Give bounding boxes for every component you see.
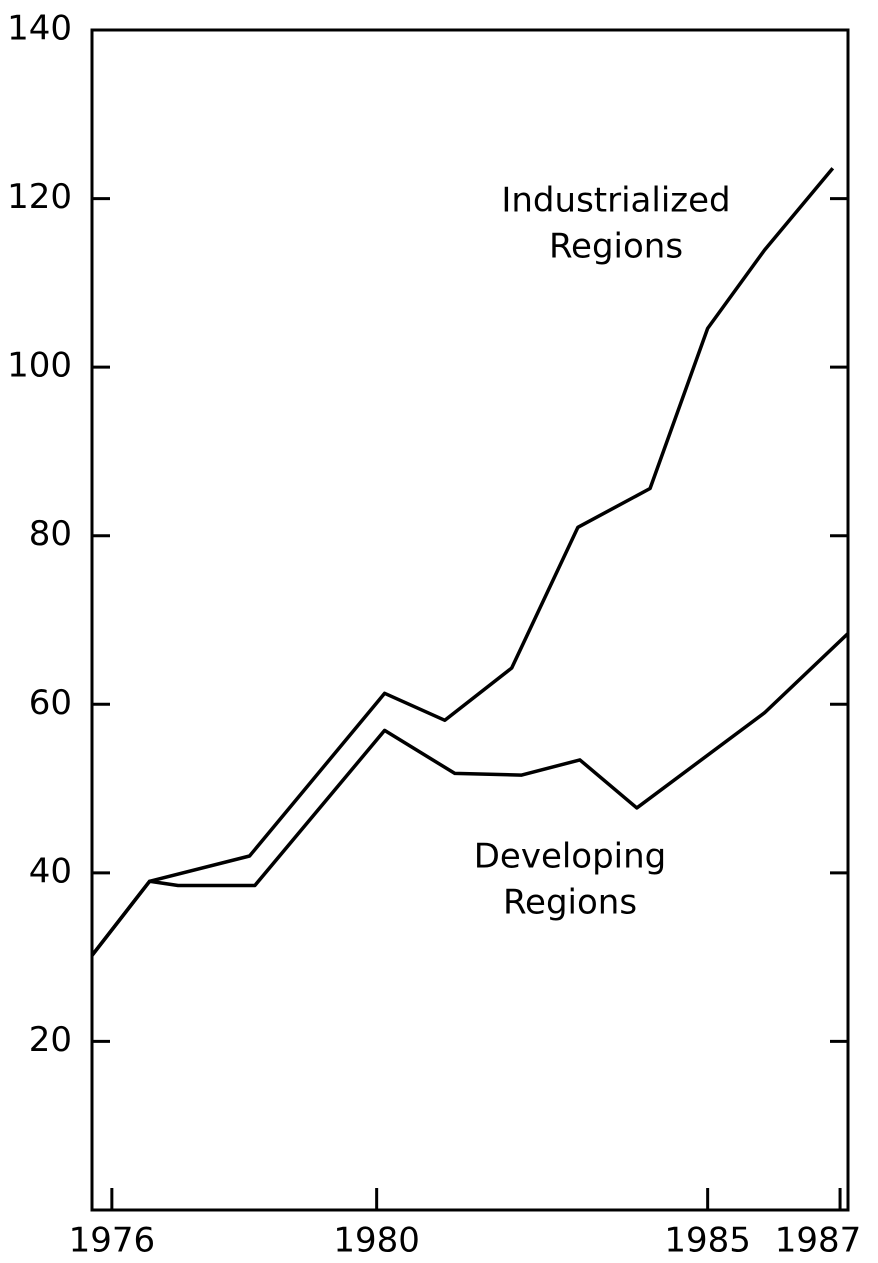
- annotation: Regions: [549, 227, 683, 267]
- y-tick-label: 120: [7, 177, 72, 217]
- y-tick-label: 100: [7, 346, 72, 386]
- x-tick-label: 1976: [69, 1221, 156, 1261]
- annotation: Industrialized: [501, 181, 730, 221]
- line: [90, 167, 835, 957]
- y-tick-label: 60: [29, 683, 72, 723]
- y-tick-label: 20: [29, 1020, 72, 1060]
- line: [90, 632, 850, 957]
- plot-frame: [90, 28, 850, 1212]
- x-tick-label: 1987: [775, 1221, 862, 1261]
- y-tick-label: 140: [7, 9, 72, 49]
- annotation: Regions: [503, 883, 637, 923]
- x-tick-label: 1980: [333, 1221, 420, 1261]
- y-tick-label: 40: [29, 851, 72, 891]
- x-tick-label: 1985: [664, 1221, 751, 1261]
- annotation: Developing: [474, 837, 667, 877]
- y-tick-label: 80: [29, 514, 72, 554]
